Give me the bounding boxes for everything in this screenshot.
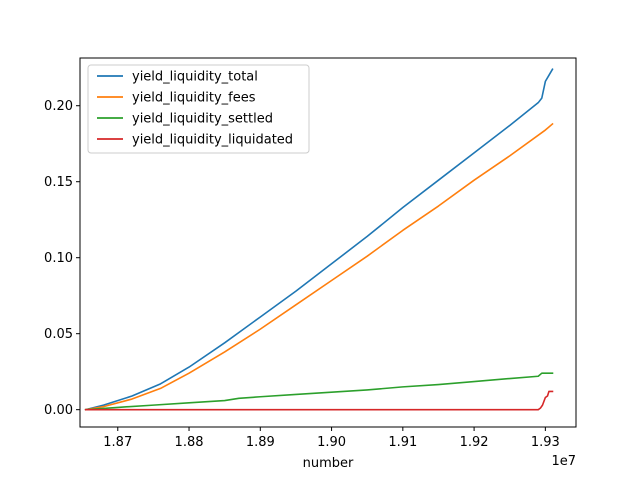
x-offset-label: 1e7	[551, 454, 576, 469]
x-axis: 1.87 1.88 1.89 1.90 1.91 1.92 1.93	[103, 427, 560, 450]
x-tick-label: 1.87	[103, 435, 132, 450]
y-axis: 0.00 0.05 0.10 0.15 0.20	[44, 99, 80, 418]
x-tick-label: 1.90	[317, 435, 346, 450]
y-tick-label: 0.00	[44, 403, 73, 418]
series-layer	[84, 68, 554, 411]
legend-box	[87, 64, 310, 154]
x-tick-label: 1.89	[246, 435, 275, 450]
x-tick-label: 1.92	[460, 435, 489, 450]
x-tick-label: 1.93	[531, 435, 560, 450]
legend-label: yield_liquidity_fees	[132, 91, 256, 106]
series-line-3	[84, 390, 554, 411]
legend-label: yield_liquidity_total	[132, 70, 258, 85]
legend: yield_liquidity_total yield_liquidity_fee…	[87, 64, 310, 154]
x-tick-label: 1.91	[388, 435, 417, 450]
x-tick-label: 1.88	[175, 435, 204, 450]
legend-label: yield_liquidity_settled	[132, 112, 273, 127]
series-line-0	[84, 68, 554, 411]
plot-frame	[79, 57, 577, 428]
y-tick-label: 0.05	[44, 327, 73, 342]
x-axis-label: number	[303, 456, 354, 471]
y-tick-label: 0.15	[44, 175, 73, 190]
series-line-2	[84, 372, 554, 411]
y-tick-label: 0.10	[44, 251, 73, 266]
y-tick-label: 0.20	[44, 99, 73, 114]
legend-label: yield_liquidity_liquidated	[132, 133, 293, 148]
series-line-1	[84, 122, 554, 411]
